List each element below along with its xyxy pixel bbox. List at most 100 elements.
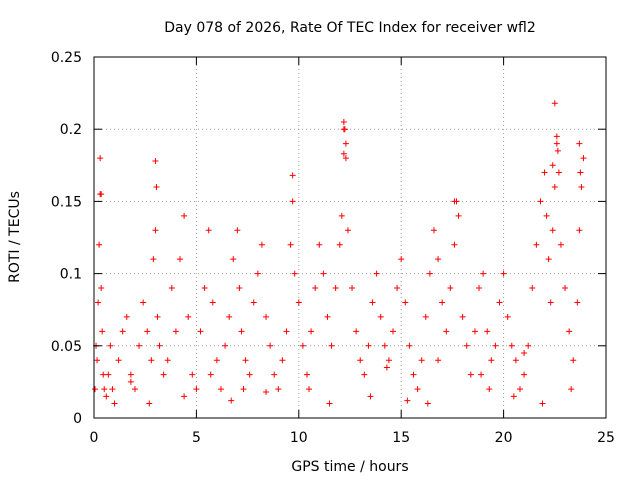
data-point bbox=[328, 342, 335, 349]
data-point bbox=[576, 227, 583, 234]
y-axis-label: ROTI / TECUs bbox=[7, 191, 23, 283]
data-point bbox=[152, 227, 159, 234]
data-point bbox=[312, 285, 319, 292]
data-point bbox=[496, 299, 503, 306]
data-point bbox=[349, 285, 356, 292]
data-point bbox=[181, 212, 188, 219]
data-point bbox=[97, 155, 104, 162]
data-point bbox=[553, 140, 560, 147]
data-point bbox=[308, 328, 315, 335]
data-point bbox=[551, 100, 558, 107]
data-point bbox=[136, 342, 143, 349]
data-point bbox=[406, 342, 413, 349]
data-point bbox=[398, 256, 405, 263]
data-point bbox=[123, 313, 130, 320]
data-point bbox=[209, 299, 216, 306]
data-point bbox=[577, 169, 584, 176]
data-point bbox=[476, 285, 483, 292]
data-point bbox=[521, 350, 528, 357]
data-point bbox=[236, 285, 243, 292]
data-point bbox=[537, 198, 544, 205]
data-point bbox=[234, 227, 241, 234]
data-point bbox=[486, 386, 493, 393]
x-tick-label: 10 bbox=[290, 430, 308, 446]
data-point bbox=[508, 342, 515, 349]
data-point bbox=[213, 357, 220, 364]
data-point bbox=[422, 313, 429, 320]
data-point bbox=[275, 386, 282, 393]
data-point bbox=[539, 400, 546, 407]
data-point bbox=[369, 299, 376, 306]
data-point bbox=[521, 371, 528, 378]
data-point bbox=[342, 155, 349, 162]
data-point bbox=[172, 328, 179, 335]
data-points bbox=[92, 100, 587, 407]
data-point bbox=[246, 371, 253, 378]
data-point bbox=[365, 342, 372, 349]
data-point bbox=[557, 241, 564, 248]
data-point bbox=[324, 313, 331, 320]
data-point bbox=[459, 313, 466, 320]
data-point bbox=[289, 198, 296, 205]
data-point bbox=[250, 299, 257, 306]
data-point bbox=[154, 313, 161, 320]
data-point bbox=[341, 126, 348, 133]
y-tick-label: 0.25 bbox=[51, 50, 82, 66]
data-point bbox=[377, 313, 384, 320]
axis-ticks: 0 0.05 0.1 0.15 0.2 0.25 0 5 10 15 20 25 bbox=[51, 50, 615, 446]
data-point bbox=[111, 400, 118, 407]
y-tick-label: 0.1 bbox=[60, 267, 82, 283]
data-point bbox=[543, 212, 550, 219]
data-point bbox=[578, 183, 585, 190]
data-point bbox=[267, 342, 274, 349]
y-tick-label: 0 bbox=[73, 411, 82, 427]
data-point bbox=[332, 285, 339, 292]
data-point bbox=[484, 328, 491, 335]
data-point bbox=[156, 342, 163, 349]
data-point bbox=[207, 371, 214, 378]
data-point bbox=[435, 357, 442, 364]
data-point bbox=[478, 371, 485, 378]
data-point bbox=[418, 357, 425, 364]
data-point bbox=[551, 183, 558, 190]
data-point bbox=[258, 241, 265, 248]
data-point bbox=[547, 299, 554, 306]
data-point bbox=[306, 386, 313, 393]
data-point bbox=[140, 299, 147, 306]
data-point bbox=[263, 389, 270, 396]
data-point bbox=[119, 328, 126, 335]
data-point bbox=[152, 157, 159, 164]
data-point bbox=[385, 357, 392, 364]
x-tick-label: 15 bbox=[392, 430, 410, 446]
data-point bbox=[488, 357, 495, 364]
y-tick-label: 0.15 bbox=[51, 194, 82, 210]
data-point bbox=[189, 371, 196, 378]
data-point bbox=[240, 386, 247, 393]
data-point bbox=[373, 270, 380, 277]
data-point bbox=[336, 241, 343, 248]
data-point bbox=[471, 328, 478, 335]
x-tick-label: 25 bbox=[597, 430, 615, 446]
data-point bbox=[193, 386, 200, 393]
chart-title: Day 078 of 2026, Rate Of TEC Index for r… bbox=[164, 20, 536, 36]
data-point bbox=[303, 371, 310, 378]
data-point bbox=[562, 285, 569, 292]
data-point bbox=[217, 386, 224, 393]
data-point bbox=[541, 169, 548, 176]
data-point bbox=[394, 285, 401, 292]
data-point bbox=[549, 227, 556, 234]
data-point bbox=[150, 256, 157, 263]
data-point bbox=[492, 342, 499, 349]
data-point bbox=[353, 328, 360, 335]
data-point bbox=[340, 118, 347, 125]
data-point bbox=[222, 342, 229, 349]
y-tick-label: 0.05 bbox=[51, 339, 82, 355]
data-point bbox=[99, 328, 106, 335]
x-axis-label: GPS time / hours bbox=[291, 459, 408, 475]
data-point bbox=[424, 400, 431, 407]
data-point bbox=[500, 270, 507, 277]
data-point bbox=[381, 342, 388, 349]
data-point bbox=[100, 371, 107, 378]
data-point bbox=[94, 357, 101, 364]
